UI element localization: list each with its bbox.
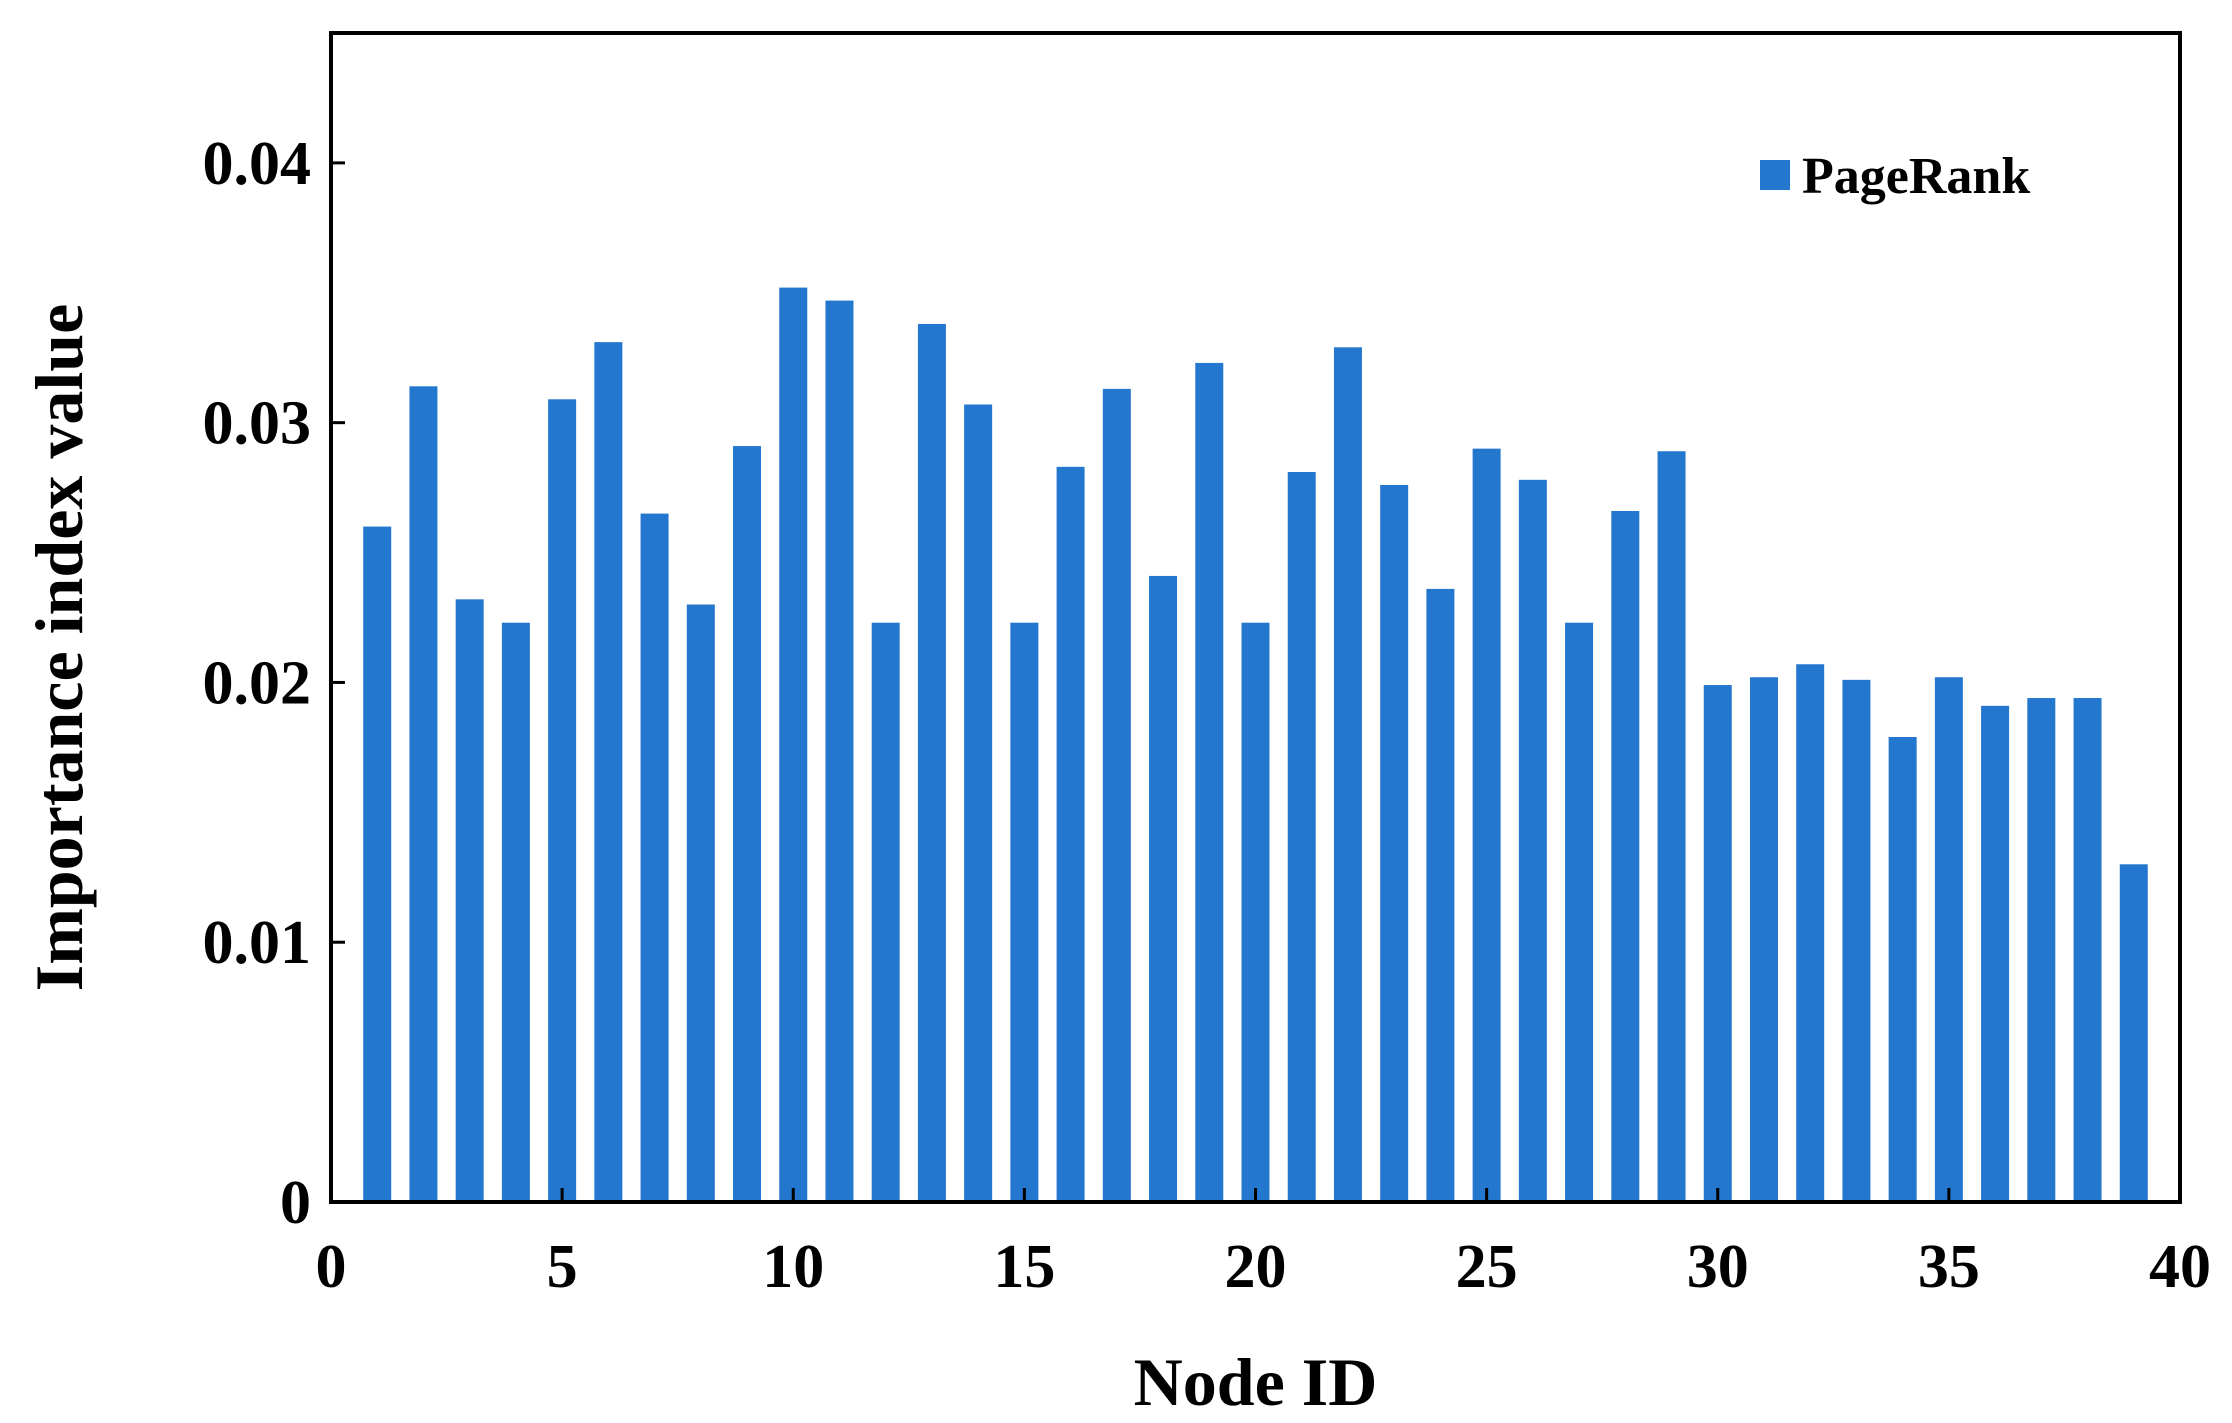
x-tick-label: 10 <box>762 1233 824 1301</box>
bar-node-13 <box>917 323 946 1202</box>
bar-node-7 <box>640 513 669 1202</box>
x-tick-label: 40 <box>2149 1233 2211 1301</box>
bar-node-16 <box>1056 466 1085 1203</box>
bar-node-23 <box>1380 485 1409 1203</box>
legend: PageRank <box>1760 148 2030 205</box>
bars-group <box>363 287 2148 1203</box>
bar-node-22 <box>1333 347 1362 1202</box>
bar-node-26 <box>1518 479 1547 1203</box>
bar-node-27 <box>1565 622 1594 1202</box>
bar-node-15 <box>1010 622 1039 1202</box>
x-tick-label: 15 <box>993 1233 1055 1301</box>
bar-node-36 <box>1981 705 2010 1202</box>
bar-node-31 <box>1749 677 1778 1202</box>
y-tick-label: 0.04 <box>203 130 312 198</box>
x-tick-label: 20 <box>1225 1233 1287 1301</box>
bar-node-19 <box>1195 362 1224 1202</box>
bar-node-39 <box>2119 864 2148 1202</box>
legend-label-pagerank: PageRank <box>1802 148 2030 205</box>
y-tick-label: 0.02 <box>203 649 312 717</box>
bar-node-28 <box>1611 510 1640 1203</box>
bar-node-18 <box>1149 575 1178 1202</box>
bar-node-33 <box>1842 679 1871 1202</box>
bar-node-5 <box>548 399 577 1203</box>
y-axis-title: Importance index value <box>21 304 97 992</box>
x-axis-title: Node ID <box>1134 1344 1378 1420</box>
bar-node-21 <box>1287 472 1316 1203</box>
x-tick-label: 0 <box>316 1233 347 1301</box>
bar-node-25 <box>1472 448 1501 1203</box>
bar-node-2 <box>409 386 438 1202</box>
bar-node-32 <box>1796 664 1825 1202</box>
y-tick-label: 0 <box>280 1169 311 1237</box>
bar-node-9 <box>733 446 762 1203</box>
bar-node-4 <box>501 622 530 1202</box>
y-ticks: 0 0.01 0.02 0.03 0.04 <box>203 130 345 1237</box>
bar-node-30 <box>1703 685 1732 1202</box>
bar-node-1 <box>363 526 392 1202</box>
x-tick-label: 5 <box>547 1233 578 1301</box>
y-tick-label: 0.03 <box>203 390 312 458</box>
bar-node-17 <box>1102 388 1131 1202</box>
x-tick-label: 30 <box>1687 1233 1749 1301</box>
bar-node-6 <box>594 342 623 1202</box>
bar-node-3 <box>455 599 484 1202</box>
bar-node-10 <box>779 287 808 1202</box>
bar-node-20 <box>1241 622 1270 1202</box>
bar-node-34 <box>1888 736 1917 1202</box>
bar-node-12 <box>871 622 900 1202</box>
bar-node-35 <box>1934 677 1963 1202</box>
x-ticks: 0 5 10 15 20 25 30 35 40 <box>316 1188 2211 1301</box>
bar-node-24 <box>1426 588 1455 1202</box>
x-tick-label: 35 <box>1918 1233 1980 1301</box>
bar-node-8 <box>686 604 715 1202</box>
bar-node-37 <box>2027 698 2056 1202</box>
bar-node-38 <box>2073 698 2102 1202</box>
bar-node-14 <box>964 404 993 1203</box>
bar-node-29 <box>1657 451 1686 1203</box>
bar-node-11 <box>825 300 854 1202</box>
legend-swatch-pagerank <box>1760 160 1790 190</box>
x-tick-label: 25 <box>1456 1233 1518 1301</box>
y-tick-label: 0.01 <box>203 909 312 977</box>
